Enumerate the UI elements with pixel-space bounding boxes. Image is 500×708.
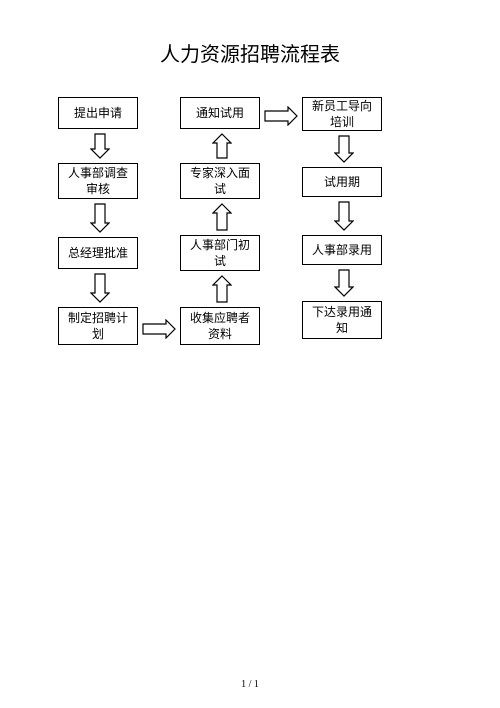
flow-node-n5: 收集应聘者资料 bbox=[180, 307, 260, 345]
flow-node-n8: 通知试用 bbox=[180, 97, 260, 129]
flow-arrow-a5 bbox=[212, 275, 232, 303]
flow-node-n1: 提出申请 bbox=[58, 97, 138, 129]
flow-node-n10: 试用期 bbox=[302, 167, 382, 197]
flow-arrow-a2 bbox=[90, 203, 110, 233]
flow-arrow-a4 bbox=[142, 319, 176, 339]
flowchart-canvas: 提出申请人事部调查审核总经理批准制定招聘计划 收集应聘者资料人事部门初试专家深入面… bbox=[40, 97, 460, 477]
page-title: 人力资源招聘流程表 bbox=[40, 38, 460, 67]
page-footer: 1 / 1 bbox=[0, 679, 500, 690]
flow-arrow-a6 bbox=[212, 203, 232, 231]
flow-arrow-a10 bbox=[334, 201, 354, 231]
flow-node-n3: 总经理批准 bbox=[58, 237, 138, 269]
flow-node-n6: 人事部门初试 bbox=[180, 235, 260, 271]
flow-node-n12: 下达录用通知 bbox=[302, 301, 382, 339]
flow-node-n9: 新员工导向培训 bbox=[302, 97, 382, 131]
flow-arrow-a8 bbox=[264, 106, 298, 126]
flow-node-n4: 制定招聘计划 bbox=[58, 307, 138, 345]
flow-node-n11: 人事部录用 bbox=[302, 235, 382, 265]
flow-node-n7: 专家深入面试 bbox=[180, 163, 260, 199]
flow-node-n2: 人事部调查审核 bbox=[58, 163, 138, 199]
flow-arrow-a9 bbox=[334, 135, 354, 163]
flow-arrow-a7 bbox=[212, 133, 232, 159]
flow-arrow-a3 bbox=[90, 273, 110, 303]
flow-arrow-a11 bbox=[334, 269, 354, 297]
flow-arrow-a1 bbox=[90, 133, 110, 159]
